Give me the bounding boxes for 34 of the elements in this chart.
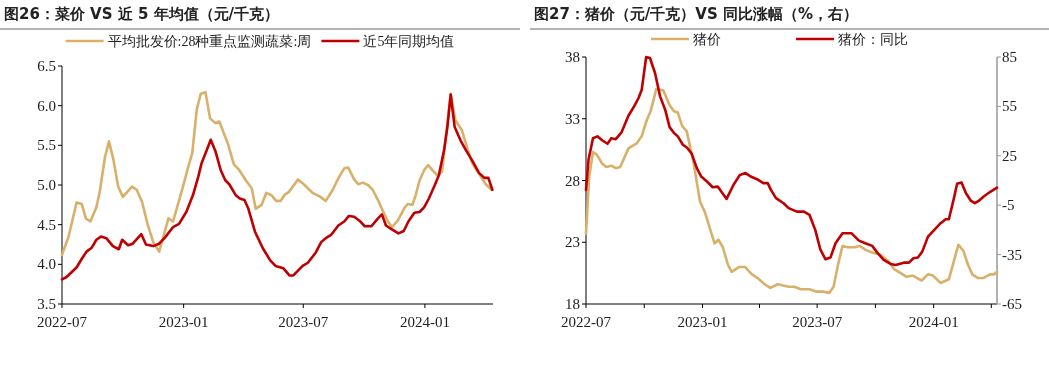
x-tick-label: 2023-07 <box>278 314 329 330</box>
x-tick-label: 2023-07 <box>792 314 843 330</box>
y-tick-label: 4.5 <box>37 216 56 233</box>
line-series <box>584 87 999 295</box>
y-tick-label: 23 <box>565 234 580 251</box>
x-tick-label: 2023-01 <box>677 314 728 330</box>
y2-tick-label: -5 <box>1002 197 1015 214</box>
x-tick-label: 2022-07 <box>37 314 88 330</box>
chart-title: 图26：菜价 VS 近 5 年均值（元/千克） <box>4 5 280 23</box>
y-tick-label: 6.0 <box>37 97 56 114</box>
x-tick-label: 2023-01 <box>158 314 209 330</box>
y2-tick-label: -65 <box>1002 296 1022 312</box>
legend-label: 平均批发价:28种重点监测蔬菜:周 <box>107 34 312 49</box>
x-tick-label: 2022-07 <box>561 314 612 330</box>
y2-tick-label: 25 <box>1002 147 1017 164</box>
chart-title: 图27：猪价（元/千克）VS 同比涨幅（%，右） <box>534 5 859 23</box>
y-tick-label: 28 <box>565 172 580 189</box>
y-tick-label: 3.5 <box>37 296 56 312</box>
y-tick-label: 5.0 <box>37 177 56 193</box>
y-tick-label: 5.5 <box>37 137 56 154</box>
y2-tick-label: -35 <box>1002 246 1022 263</box>
line-series <box>584 55 999 267</box>
y-tick-label: 38 <box>565 49 580 65</box>
legend-label: 近5年同期均值 <box>363 34 455 49</box>
y2-tick-label: 85 <box>1002 49 1017 65</box>
y-tick-label: 4.0 <box>37 256 56 273</box>
y-tick-label: 18 <box>565 296 580 312</box>
x-tick-label: 2024-01 <box>908 314 959 330</box>
legend-label: 猪价 <box>693 32 721 47</box>
legend-label: 猪价：同比 <box>838 32 908 47</box>
y2-tick-label: 55 <box>1002 98 1017 115</box>
y-tick-label: 33 <box>565 110 580 127</box>
x-tick-label: 2024-01 <box>399 314 450 330</box>
y-tick-label: 6.5 <box>37 58 56 74</box>
